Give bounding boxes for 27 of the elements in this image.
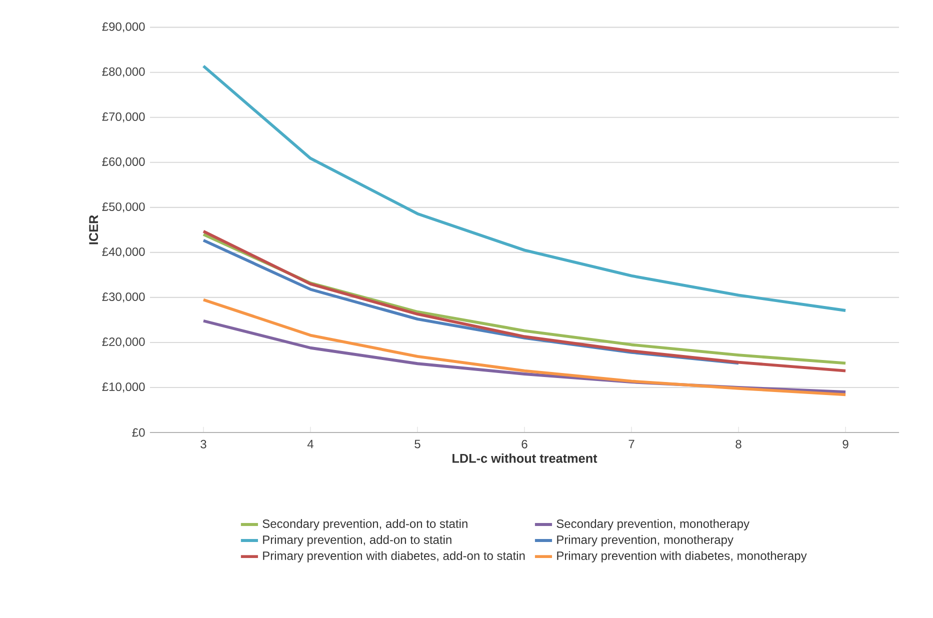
y-tick-label: £40,000 [102, 247, 145, 258]
x-axis-title: LDL-c without treatment [452, 453, 598, 463]
legend-label: Secondary prevention, monotherapy [556, 518, 750, 530]
x-tick-label: 5 [414, 440, 420, 448]
y-tick-label: £0 [132, 428, 145, 437]
y-tick-label: £50,000 [102, 202, 145, 212]
line-series [202, 298, 847, 396]
legend-label: Primary prevention with diabetes, add-on to statin [263, 550, 525, 562]
legend-label: Secondary prevention, add-on to statin [262, 518, 468, 530]
legend-label: Primary prevention, monotherapy [557, 534, 734, 546]
y-tick-label: £10,000 [102, 382, 145, 392]
x-tick-label: 8 [736, 440, 742, 448]
y-tick-label: £90,000 [102, 22, 145, 32]
legend-label: Primary prevention, add-on to statin [263, 534, 452, 546]
x-tick-label: 6 [522, 440, 528, 448]
x-tick-label: 3 [200, 440, 206, 448]
line-series [202, 64, 847, 312]
x-tick-label: 7 [628, 440, 634, 448]
legend-label: Primary prevention with diabetes, monotherapy [557, 550, 807, 562]
x-tick-label: 9 [842, 440, 848, 448]
y-tick-label: £70,000 [102, 112, 145, 122]
y-axis-title: ICER [89, 214, 98, 244]
y-tick-label: £30,000 [102, 292, 145, 302]
y-tick-label: £60,000 [102, 157, 145, 168]
y-tick-label: £80,000 [102, 67, 145, 78]
y-tick-label: £20,000 [102, 337, 145, 348]
x-tick-label: 4 [307, 440, 314, 448]
